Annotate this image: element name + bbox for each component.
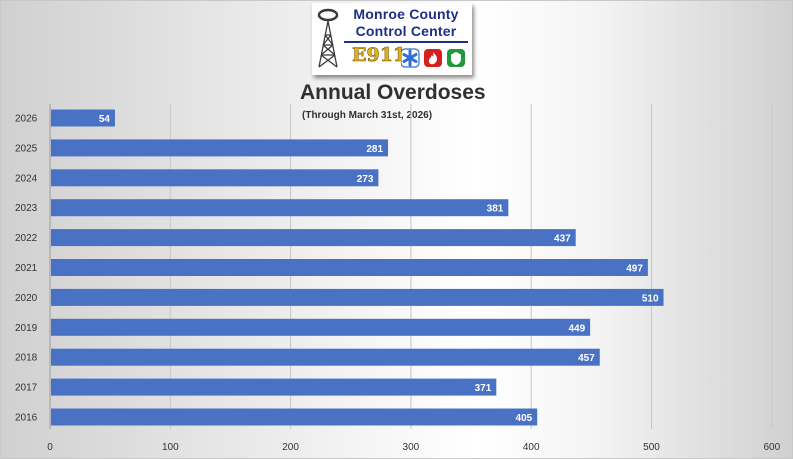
x-tick-label: 100 (162, 442, 179, 453)
bar (51, 259, 648, 276)
y-tick-label: 2025 (15, 143, 38, 154)
data-label: 371 (475, 383, 492, 394)
logo-divider (344, 41, 468, 43)
bar (51, 199, 509, 217)
y-tick-label: 2026 (15, 114, 38, 125)
y-tick-label: 2024 (15, 173, 38, 184)
data-label: 437 (554, 234, 571, 245)
data-label: 510 (642, 293, 659, 304)
data-label: 457 (578, 353, 595, 364)
x-tick-label: 500 (643, 442, 660, 453)
chart-subtitle: (Through March 31st, 2026) (302, 110, 433, 121)
star-of-life-icon (401, 48, 420, 68)
logo-e911-text: E911 (352, 44, 407, 67)
x-tick-label: 400 (523, 442, 540, 453)
data-label: 273 (357, 174, 374, 185)
y-tick-label: 2018 (15, 353, 38, 364)
police-badge-icon (447, 49, 465, 67)
y-tick-label: 2017 (15, 383, 38, 394)
radio-tower-icon (317, 8, 339, 68)
y-tick-label: 2016 (15, 413, 38, 424)
x-tick-label: 200 (282, 442, 299, 453)
bar (51, 109, 115, 127)
bar (51, 318, 591, 336)
x-tick-label: 600 (763, 442, 780, 453)
x-tick-label: 0 (47, 442, 53, 453)
x-tick-label: 300 (403, 442, 420, 453)
y-tick-label: 2022 (15, 233, 38, 244)
bar (51, 229, 576, 247)
bar (51, 139, 389, 157)
bar (51, 169, 379, 187)
y-tick-label: 2021 (15, 263, 38, 274)
bar (51, 408, 538, 426)
data-label: 281 (366, 144, 383, 155)
bar (51, 288, 664, 306)
data-label: 381 (487, 204, 504, 215)
bar (51, 348, 600, 366)
fire-icon (424, 49, 442, 67)
chart-title: Annual Overdoses (300, 81, 486, 104)
data-label: 449 (568, 323, 585, 334)
data-label: 497 (626, 264, 643, 275)
y-tick-label: 2023 (15, 203, 38, 214)
logo-title-line1: Monroe County (353, 6, 459, 22)
bar (51, 378, 497, 396)
data-label: 405 (516, 413, 533, 424)
data-label: 54 (99, 114, 111, 125)
y-tick-label: 2019 (15, 323, 38, 334)
y-tick-label: 2020 (15, 293, 38, 304)
logo-title-line2: Control Center (355, 23, 457, 39)
monroe-county-logo: Monroe County Control Center E911 (312, 3, 472, 75)
emergency-services-badges (401, 48, 465, 68)
